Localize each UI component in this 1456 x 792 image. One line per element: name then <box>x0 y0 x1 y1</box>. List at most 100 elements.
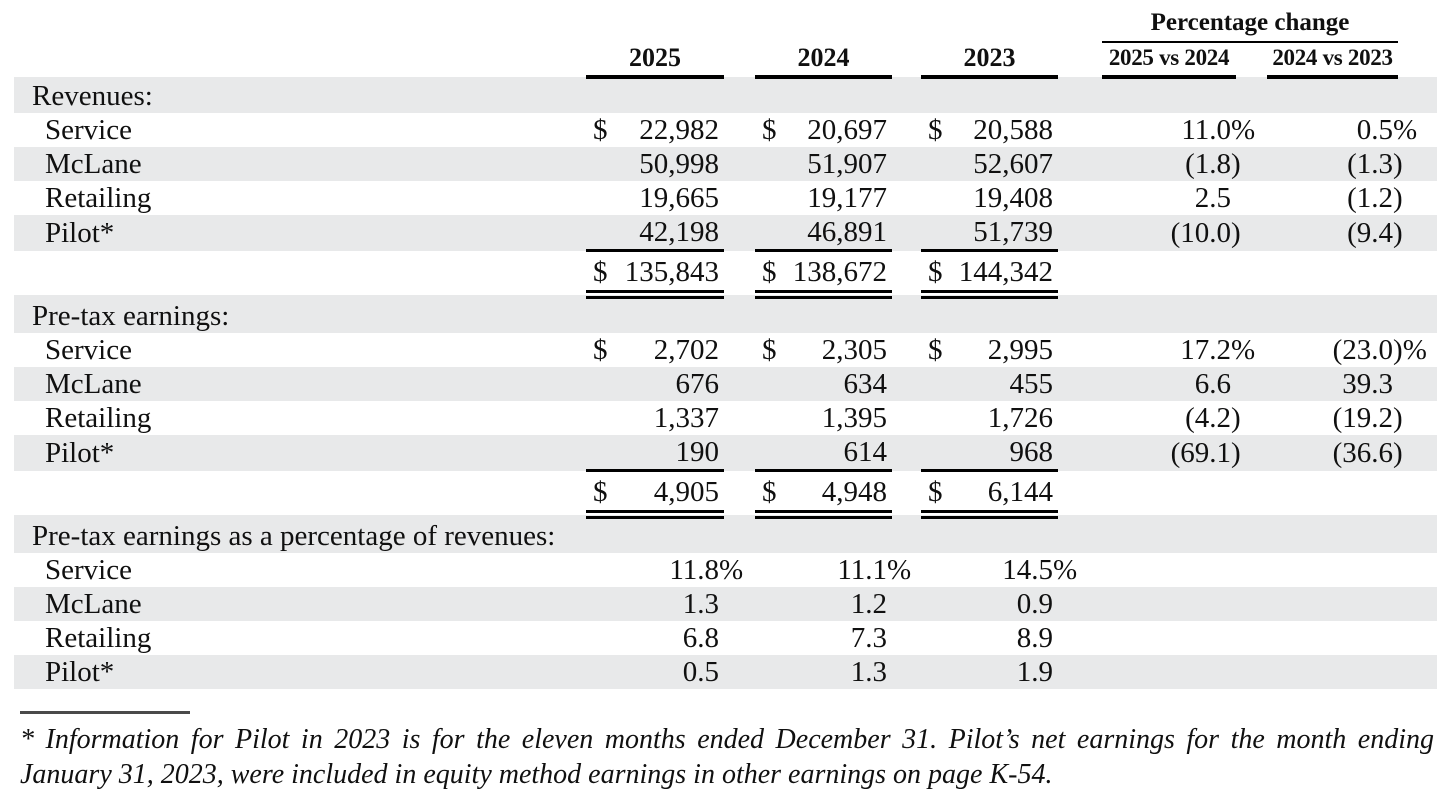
total-amount-2024: 138,672 <box>781 250 892 299</box>
row-service: Service $22,982 $20,697 $20,588 11.0% 0.5% <box>14 113 1437 147</box>
column-gap <box>1236 621 1267 655</box>
pct-change-2024-vs-2023: (1.2) <box>1347 182 1403 214</box>
pct-header-2025-vs-2024: 2025 vs 2024 <box>1102 42 1236 79</box>
row-tail <box>1398 587 1437 621</box>
value: 19,177 <box>807 182 887 214</box>
amount-2025: 42,198 <box>612 215 724 252</box>
value: 1.3 <box>850 656 887 688</box>
column-gap <box>1058 471 1102 515</box>
value: 614 <box>843 436 888 468</box>
row-tail <box>1398 401 1437 435</box>
amount-2025: 11.8% <box>669 554 744 586</box>
pct-change-2025-vs-2024: (69.1) <box>1170 436 1241 469</box>
value: 11.0 <box>1181 114 1231 146</box>
pct-header-2024-vs-2023: 2024 vs 2023 <box>1267 42 1399 79</box>
total-amount-2023: 6,144 <box>947 470 1058 519</box>
amount-2025: 2,702 <box>612 333 724 367</box>
value: 39.3 <box>1342 368 1394 400</box>
value: 2,702 <box>653 334 719 366</box>
dollar-sign-2025: $ <box>593 334 608 366</box>
amount-2024: 1,395 <box>781 401 892 435</box>
dollar-sign-2023: $ <box>928 114 943 146</box>
value: 51,739 <box>973 216 1053 248</box>
pct-change-2025-vs-2024: (4.2) <box>1185 402 1241 434</box>
row-label: Retailing <box>45 402 152 434</box>
row-label: Retailing <box>45 622 152 654</box>
column-gap <box>724 333 755 367</box>
row-tail <box>1267 471 1398 515</box>
column-gap <box>892 181 921 215</box>
value: 4,948 <box>821 476 887 508</box>
column-gap <box>1236 181 1267 215</box>
row-label: McLane <box>45 588 142 620</box>
row-service: Service 11.8% 11.1% 14.5% <box>14 553 1437 587</box>
row-retailing: Retailing 19,665 19,177 19,408 2.5 (1.2) <box>14 181 1437 215</box>
pct-change-2024-vs-2023: (1.3) <box>1347 148 1403 180</box>
row-tail <box>1398 367 1437 401</box>
value: 2,305 <box>821 334 887 366</box>
dollar-sign-2023 <box>921 435 947 472</box>
value: (1.2 <box>1347 182 1394 214</box>
total-row: $135,843 $138,672 $144,342 <box>14 250 1437 299</box>
dollar-sign-2023 <box>921 367 947 401</box>
dollar-sign-2024 <box>755 553 781 587</box>
dollar-sign-2024 <box>755 367 781 401</box>
pct-change-2024-vs-2023: 39.3 <box>1267 367 1398 401</box>
amount-2024: 7.3 <box>781 621 892 655</box>
value: (4.2 <box>1185 402 1231 434</box>
value: 4,905 <box>653 476 719 508</box>
row-tail <box>1398 215 1437 251</box>
row-tail <box>1398 471 1437 515</box>
row-label: Retailing <box>45 182 152 214</box>
total-dollar-sign-2023: $ <box>921 470 947 519</box>
row-label: McLane <box>45 368 142 400</box>
column-gap <box>1058 113 1102 147</box>
value: 11.8 <box>669 554 719 586</box>
column-gap <box>1058 435 1102 471</box>
value: 2,995 <box>987 334 1053 366</box>
section-label: Revenues: <box>32 80 153 112</box>
value: 1.9 <box>1016 656 1053 688</box>
dollar-sign-2024 <box>755 181 781 215</box>
value: 50,998 <box>639 148 719 180</box>
column-gap <box>1058 621 1102 655</box>
row-tail <box>1398 251 1437 295</box>
dollar-sign-2023 <box>921 655 947 689</box>
value: 0.5 <box>1356 114 1394 146</box>
pct-change-2025-vs-2024: 2.5 <box>1102 181 1236 215</box>
row-label: Service <box>45 114 132 146</box>
row-tail <box>1398 435 1437 471</box>
value: 51,907 <box>807 148 887 180</box>
value: 634 <box>843 368 888 400</box>
dollar-sign-2023 <box>921 553 947 587</box>
value: (36.6 <box>1332 436 1394 469</box>
value: 190 <box>675 436 720 468</box>
dollar-sign-2024 <box>755 401 781 435</box>
footnote-text: * Information for Pilot in 2023 is for t… <box>20 724 1434 790</box>
value: (1.8 <box>1185 148 1231 180</box>
row-label: McLane <box>45 148 142 180</box>
column-gap <box>892 401 921 435</box>
column-gap <box>724 251 755 295</box>
amount-2025: 676 <box>612 367 724 401</box>
column-gap <box>1058 655 1102 689</box>
footnote-separator <box>20 711 190 714</box>
percentage-change-header: Percentage change <box>1102 6 1399 43</box>
row-tail <box>1267 251 1398 295</box>
value: 1.2 <box>850 588 887 620</box>
total-amount-2025: 135,843 <box>612 250 724 299</box>
column-gap <box>892 587 921 621</box>
value: (23.0 <box>1332 334 1394 366</box>
total-dollar-sign-2025: $ <box>586 470 612 519</box>
pct-change-2025-vs-2024: 11.0% <box>1181 114 1256 146</box>
section-header-row: Pre-tax earnings as a percentage of reve… <box>14 514 1438 553</box>
row-tail <box>1398 181 1437 215</box>
value: 2.5 <box>1194 182 1231 214</box>
column-gap <box>724 655 755 689</box>
total-row: $4,905 $4,948 $6,144 <box>14 470 1437 519</box>
segment-results-page: Percentage change 2025 2024 2023 2025 vs… <box>0 6 1456 792</box>
pct-change-2024-vs-2023: (19.2) <box>1332 402 1403 434</box>
column-gap <box>724 621 755 655</box>
dollar-sign-2024 <box>755 621 781 655</box>
column-gap <box>892 333 921 367</box>
